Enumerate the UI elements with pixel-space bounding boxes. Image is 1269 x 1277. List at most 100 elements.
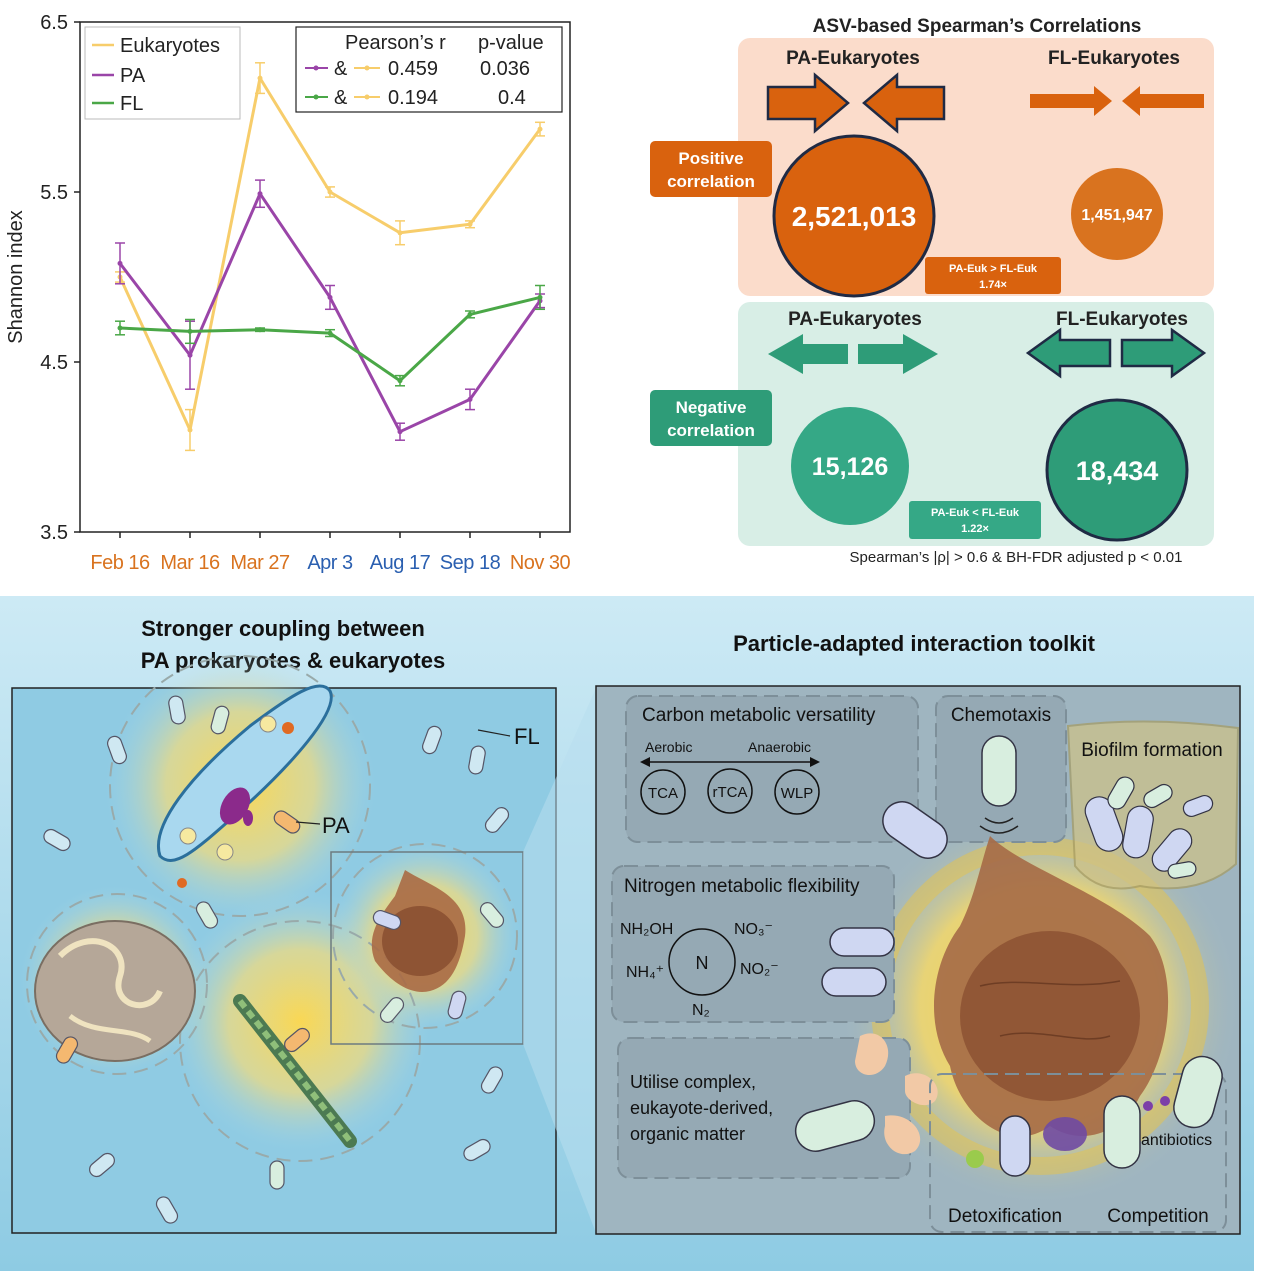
organic-matter-blob-2 [905,1073,938,1106]
nitrogen-center: N [696,953,709,973]
zoom-connector [523,688,596,1233]
neg-pa-arrow-right-icon [858,334,938,374]
correlation-panel: ASV-based Spearman’s Correlations PA-Euk… [650,16,1214,566]
neg-pa-count: 15,126 [812,453,888,481]
pos-pa-arrow-left-icon [862,72,946,134]
neg-fl-arrow-left-icon [1025,327,1112,379]
stats-row2-p: 0.4 [498,87,526,109]
x-axis: Feb 16 Mar 16 Mar 27 Apr 3 Aug 17 Sep 18 Nov 3… [90,532,571,574]
neg-ratio-line2: 1.22× [961,523,989,535]
x-tick-label-0: Feb 16 [90,552,150,574]
data-point-1-3 [327,294,333,300]
stats-row2-r: 0.194 [388,87,438,109]
nitrogen-n2: N₂ [692,1002,710,1019]
chemotaxis-label: Chemotaxis [951,705,1051,726]
utilise-line3: organic matter [630,1124,745,1144]
stats-table: Pearson’s r p-value & 0.459 0.036 & 0.19… [295,26,563,113]
y-tick-label-1: 4.5 [40,352,68,374]
carbon-title: Carbon metabolic versatility [642,705,876,726]
data-point-1-2 [257,191,263,197]
data-point-1-5 [467,396,473,402]
chemotaxis-signal-icon [979,817,1019,834]
organic-matter-blob-3 [884,1115,921,1155]
data-point-1-0 [117,260,123,266]
pos-pa-arrow-right-icon [766,72,850,134]
pos-fl-bubble [1071,168,1163,260]
legend: Eukaryotes PA FL [84,26,241,120]
biofilm-bacteria [1084,776,1214,879]
negative-label-box [650,390,772,446]
pa-pointer [295,821,321,825]
data-point-0-1 [187,427,193,433]
utilise-line1: Utilise complex, [630,1072,756,1092]
wlp-label: WLP [781,785,814,802]
data-point-2-2 [257,327,263,333]
detox-bacterium-icon [999,1115,1031,1177]
biofilm-label: Biofilm formation [1081,740,1223,761]
aggregate-icon [34,920,196,1062]
left-title-line1: Stronger coupling between [141,616,425,641]
ciliate-icon [157,684,333,888]
utilise-line2: eukayote-derived, [630,1098,773,1118]
positive-label-line1: Positive [678,149,743,168]
y-tick-label-2: 5.5 [40,182,68,204]
neg-pa-arrow-left-icon [768,334,848,374]
big-dinoflagellate-icon [933,836,1169,1137]
stats-row2-dot-euk [364,94,370,100]
carbon-arrow-left-icon [640,757,650,767]
wlp-cycle-icon [774,769,820,815]
data-point-1-1 [187,352,193,358]
right-title: Particle-adapted interaction toolkit [733,631,1096,656]
correlation-title: ASV-based Spearman’s Correlations [813,16,1142,37]
antibiotics-label: antibiotics [1141,1132,1212,1149]
stats-header-r: Pearson’s r [345,32,446,54]
pa-tag: PA [322,813,350,838]
pos-fl-arrow-right-icon [1030,86,1112,116]
stats-box [295,26,563,113]
series-fl [115,284,545,387]
neg-fl-label: FL-Eukaryotes [1056,309,1188,330]
stats-row2-amp: & [334,87,348,109]
pos-fl-arrow-left-icon [1122,86,1204,116]
utilise-bacterium-icon [794,1100,876,1152]
left-scene: FL PA [11,651,557,1234]
legend-label-pa: PA [120,65,146,87]
carbon-arrow-right-icon [810,757,820,767]
carbon-anaerobic: Anaerobic [748,739,811,755]
interaction-illustration: Stronger coupling between PA prokaryotes… [0,596,1254,1271]
data-point-1-4 [397,429,403,435]
detoxified-product [966,1150,984,1168]
stats-row1-amp: & [334,58,348,80]
detox-label: Detoxification [948,1206,1062,1227]
x-tick-label-3: Apr 3 [307,552,353,574]
data-point-2-4 [397,378,403,384]
series-pa [115,179,545,441]
carbon-aerobic: Aerobic [645,739,692,755]
nitrogen-title: Nitrogen metabolic flexibility [624,876,860,897]
rtca-label: rTCA [713,784,748,801]
data-point-2-1 [187,328,193,334]
x-tick-label-1: Mar 16 [160,552,220,574]
neg-fl-arrow-right-icon [1120,327,1207,379]
neg-fl-bubble [1045,398,1189,542]
carbon-box [625,695,919,843]
data-point-2-6 [537,294,543,300]
negative-label-line1: Negative [676,398,747,417]
series-eukaryotes [115,62,545,452]
nitrogen-no2: NO₂⁻ [740,961,779,978]
x-tick-label-6: Nov 30 [510,552,571,574]
ring-ciliate [109,655,371,917]
positive-label-box [650,141,772,197]
data-point-0-4 [397,230,403,236]
data-point-2-5 [467,311,473,317]
pos-pa-bubble [772,134,936,298]
neg-ratio-box [909,501,1041,539]
pos-fl-count: 1,451,947 [1081,207,1152,224]
neg-fl-count: 18,434 [1076,456,1159,486]
antibiotic-molecule-2 [1160,1096,1170,1106]
neg-ratio-line1: PA-Euk < FL-Euk [931,507,1020,519]
nitrogen-no3: NO₃⁻ [734,921,773,938]
right-scene: Carbon metabolic versatility Aerobic Ana… [595,685,1241,1235]
stats-row1-dot-pa [313,65,319,71]
correlation-footnote: Spearman’s |ρ| > 0.6 & BH-FDR adjusted p… [850,549,1183,566]
